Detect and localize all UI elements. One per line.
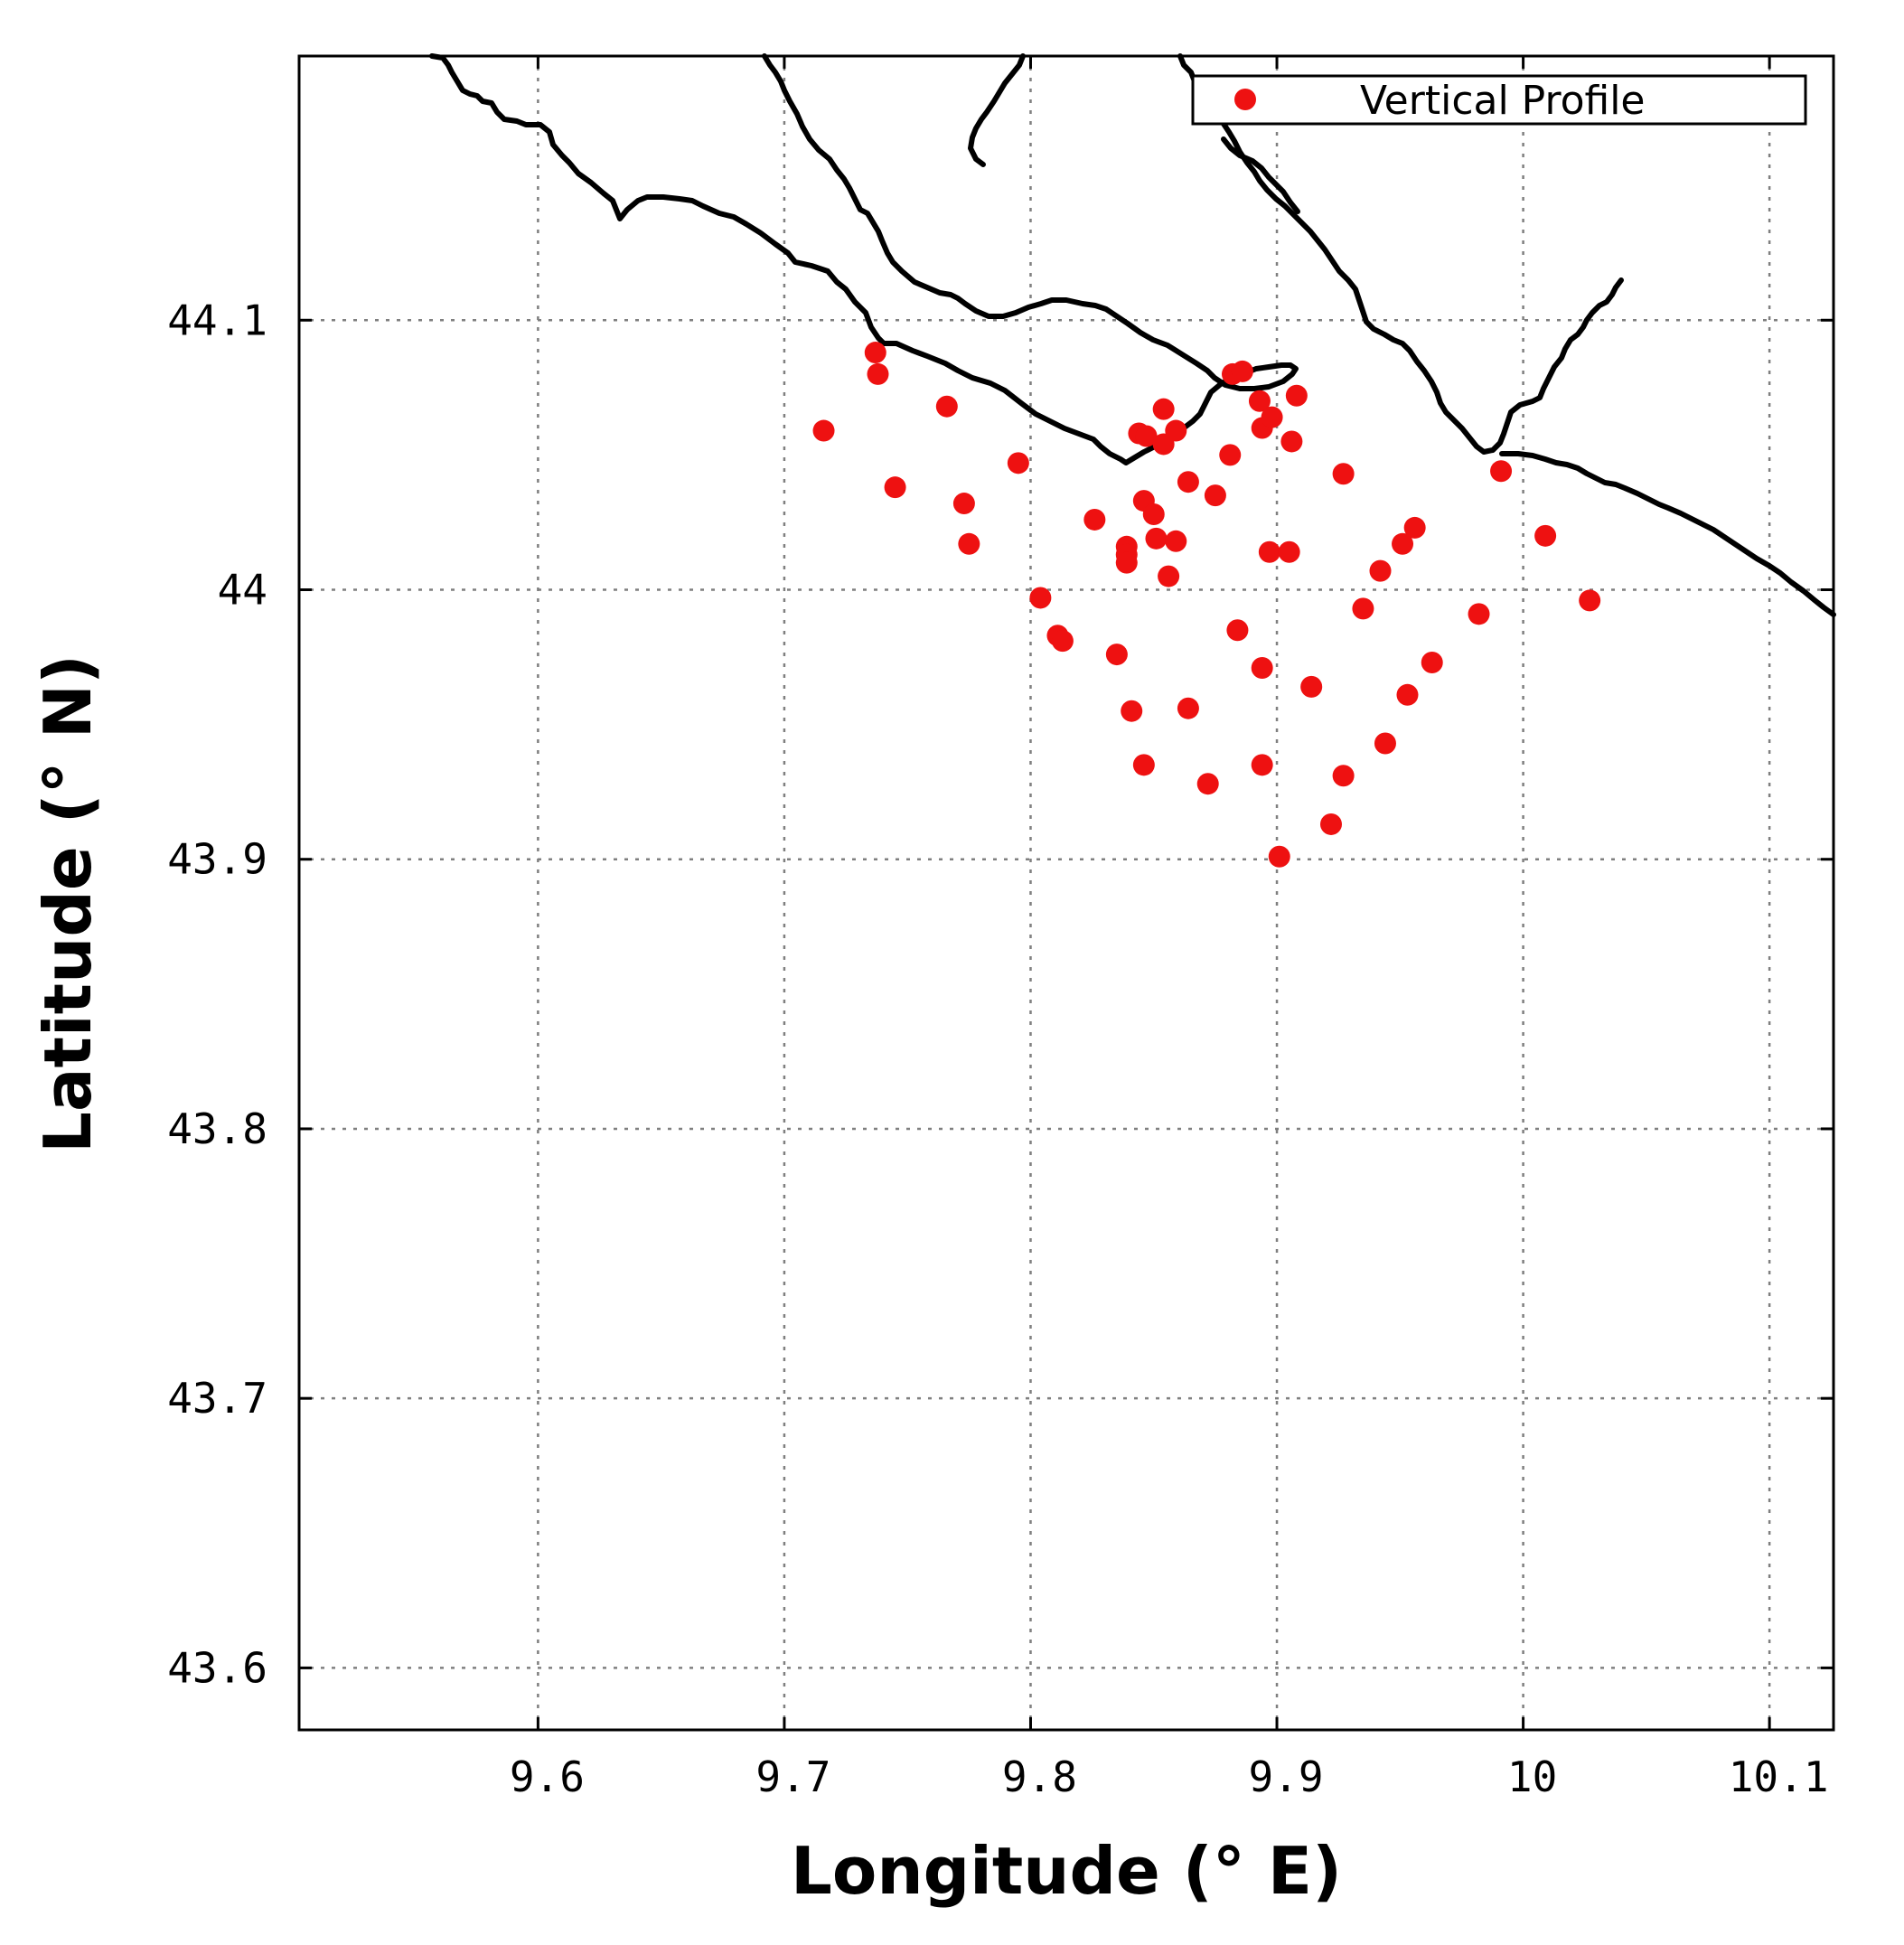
data-point [935,395,958,418]
data-point [1534,524,1557,547]
data-point [1251,754,1273,776]
data-point [1105,644,1128,666]
data-point [1392,532,1414,555]
data-point [1468,603,1490,625]
data-point [1135,425,1158,447]
data-point [1278,540,1300,563]
data-point [1490,460,1513,483]
x-axis-title: Longitude (° E) [791,1833,1342,1909]
data-point [1142,503,1165,525]
data-point [1285,384,1308,407]
y-tick-label: 43.7 [167,1374,267,1423]
data-point [1152,398,1175,420]
x-tick-label: 10.1 [1729,1752,1829,1801]
data-point [867,362,889,385]
data-point [1396,683,1419,706]
y-tick-label: 43.9 [167,835,267,884]
y-tick-label: 44 [218,565,267,614]
grid [299,56,1834,1730]
coastline-river [1221,136,1300,214]
data-point [1177,697,1199,719]
data-point [1226,619,1249,642]
data-point [958,532,980,555]
data-point [1579,589,1601,612]
data-point [1029,587,1052,609]
data-point [1280,430,1303,453]
data-point [1177,471,1199,493]
y-axis-title: Latitude (° N) [30,654,106,1153]
data-point [1403,516,1426,539]
y-tick-label: 43.6 [167,1643,267,1692]
data-point [1421,652,1443,674]
data-point [1219,444,1242,466]
plot-area [299,56,1834,1730]
data-point [1115,551,1138,574]
data-point [1196,773,1219,795]
data-point [1332,463,1355,485]
legend-box [1191,74,1807,126]
data-point [1261,406,1283,428]
data-point [1268,845,1290,868]
y-tick-label: 43.8 [167,1104,267,1153]
data-point [1132,754,1155,776]
data-point [1051,630,1074,653]
coastline-east [1177,53,1624,455]
tick-labels: 9.6 9.7 9.8 9.9 10 10.1 43.6 43.7 43.8 43.9 44 44.1 [167,56,1834,1801]
data-point [1204,484,1226,507]
plot-frame [297,54,1835,1732]
y-tick-label: 44.1 [167,296,267,344]
data-point [1319,813,1342,835]
data-point [884,476,906,499]
legend-label: Vertical Profile [1360,78,1646,124]
data-point [1332,765,1355,787]
data-point [1369,559,1392,582]
data-point [1165,419,1187,442]
x-tick-label: 9.7 [755,1752,830,1801]
data-point [1248,390,1271,412]
legend-marker [1234,89,1256,110]
x-tick-label: 10 [1507,1752,1557,1801]
x-tick-label: 9.6 [510,1752,585,1801]
data-point [1251,656,1273,679]
data-point [1007,452,1029,475]
data-point [812,419,835,442]
data-point [1300,675,1323,698]
data-point [1165,530,1187,552]
data-point [1374,732,1396,755]
coastline-inlet [968,53,1026,167]
data-point [1258,540,1280,563]
legend: Vertical Profile [1191,74,1807,126]
data-point [864,342,886,364]
data-points [812,342,1601,868]
x-tick-label: 9.8 [1002,1752,1077,1801]
x-tick-label: 9.9 [1248,1752,1323,1801]
data-point [1121,700,1143,722]
data-point [1231,360,1253,382]
coastline-south [1499,451,1836,617]
data-point [1083,508,1106,531]
data-point [952,493,975,515]
data-point [1158,565,1180,587]
data-point [1145,527,1168,550]
data-point [1352,597,1374,620]
